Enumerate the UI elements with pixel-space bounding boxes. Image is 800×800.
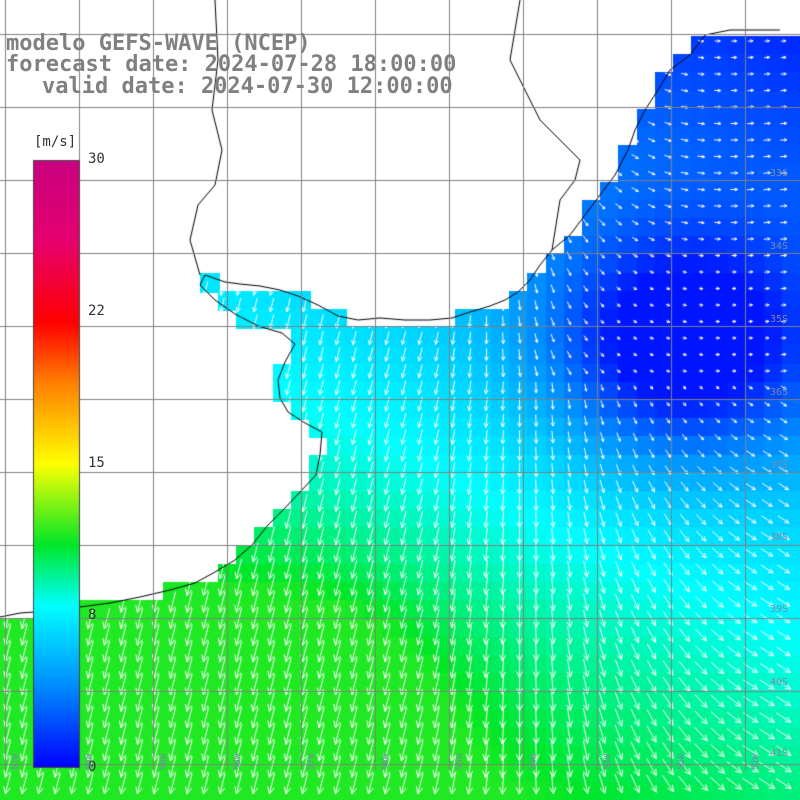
lon-label-53w: 53W [603,753,613,770]
lat-label-33s: 33S [770,168,789,179]
lon-label-56w: 56W [381,753,391,770]
lon-label-55w: 55W [455,753,465,770]
lon-label-58w: 58W [233,753,243,770]
lon-label-60w: 60W [85,753,95,770]
lon-label-61w: 61W [11,753,21,770]
lat-label-35s: 35S [770,314,789,325]
model-title: modelo GEFS-WAVE (NCEP) [6,31,311,56]
lat-label-39s: 39S [770,604,789,615]
lon-label-57w: 57W [307,753,317,770]
valid-date: valid date: 2024-07-30 12:00:00 [42,74,453,99]
lat-label-36s: 36S [770,387,789,398]
lon-label-52w: 52W [677,753,687,770]
lat-label-37s: 37S [770,460,789,471]
lat-label-40s: 40S [770,677,789,688]
colorbar-unit: [m/s] [34,134,77,150]
forecast-date: forecast date: 2024-07-28 18:00:00 [6,52,457,77]
lat-label-41s: 41S [770,748,789,759]
lat-label-38s: 38S [770,532,789,543]
colorbar-tick-30: 30 [88,151,105,167]
lon-label-59w: 59W [159,753,169,770]
colorbar-tick-8: 8 [88,607,97,623]
lat-label-34s: 34S [770,241,789,252]
colorbar-tick-0: 0 [88,759,97,775]
lon-label-54w: 54W [529,753,539,770]
colorbar-tick-22: 22 [88,303,105,319]
colorbar-tick-15: 15 [88,455,105,471]
lon-label-51w: 51W [751,753,761,770]
